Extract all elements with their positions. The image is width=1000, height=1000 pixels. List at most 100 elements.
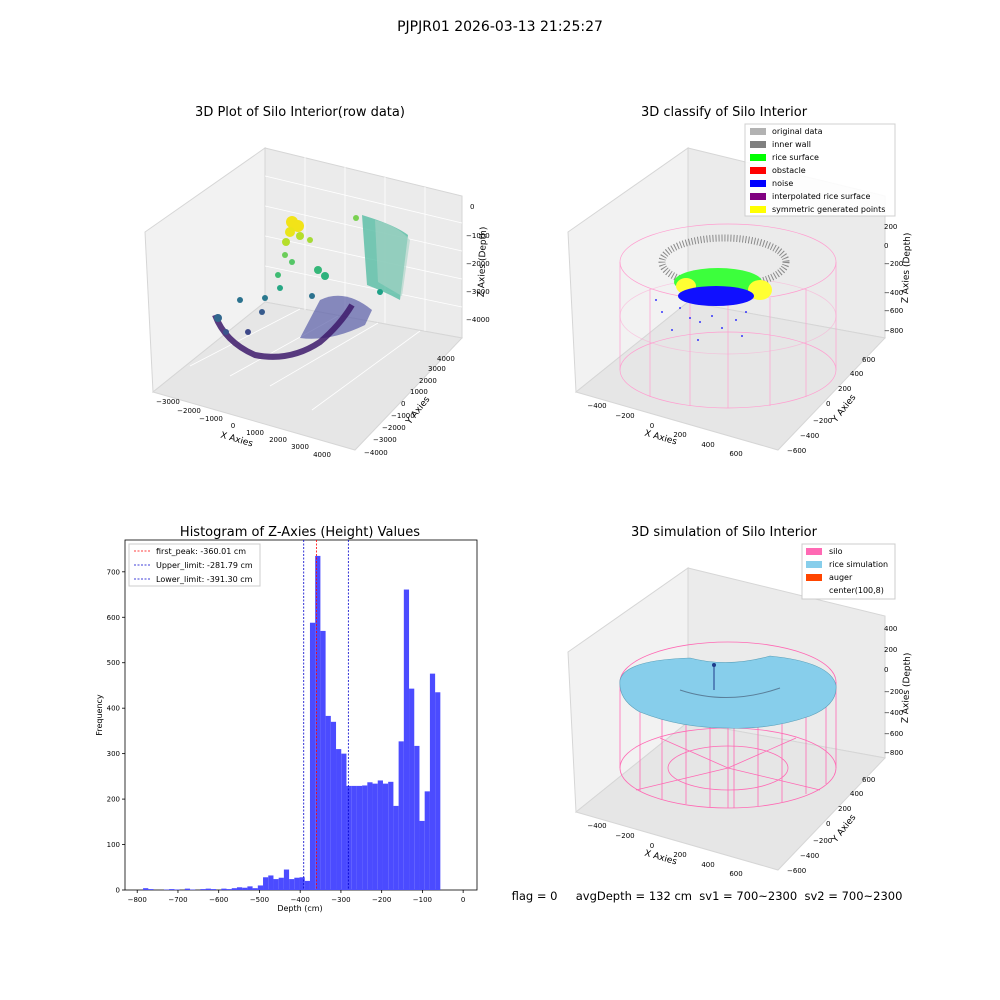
- legend-label-center: center(100,8): [829, 586, 884, 595]
- hist-bar: [278, 877, 284, 890]
- hist-x-tick-label: −100: [413, 896, 432, 904]
- hist-bar: [273, 879, 279, 890]
- hist-y-tick-label: 300: [107, 750, 120, 758]
- hist-vlines: [303, 540, 349, 890]
- hist-bar: [294, 877, 300, 890]
- classify-y-tick: −600: [787, 447, 806, 455]
- legend-label-obstacle: obstacle: [772, 166, 806, 175]
- sim-z-tick: 400: [884, 625, 897, 633]
- raw-z-tick: −3000: [466, 288, 490, 296]
- legend-swatch-inner-wall: [750, 141, 766, 148]
- sim-z-tick: −800: [884, 749, 903, 757]
- raw-z-ticks: 0 −1000 −2000 −3000 −4000: [466, 203, 490, 324]
- hist-bar: [304, 880, 310, 890]
- sim-y-tick: −600: [787, 867, 806, 875]
- raw-y-tick: −2000: [382, 424, 406, 432]
- hist-bar: [409, 688, 415, 890]
- panel-classify-3d: 3D classify of Silo Interior original: [567, 105, 913, 458]
- legend-swatch-obstacle: [750, 167, 766, 174]
- classify-y-tick: 600: [862, 356, 875, 364]
- sim-x-ticks: −400 −200 0 200 400 600: [587, 822, 742, 878]
- classify-x-tick: 200: [673, 431, 686, 439]
- legend-swatch-original: [750, 128, 766, 135]
- legend-swatch-auger: [806, 574, 822, 581]
- sim-y-tick: −400: [800, 852, 819, 860]
- legend-label-symmetric: symmetric generated points: [772, 205, 885, 214]
- classify-x-tick: −200: [615, 412, 634, 420]
- hist-bar: [372, 783, 378, 890]
- classify-y-tick: 0: [826, 400, 830, 408]
- raw-wall-band-right-2: [375, 220, 410, 296]
- classify-x-tick: 600: [729, 450, 742, 458]
- legend-label-auger: auger: [829, 573, 853, 582]
- raw-bowl-curve: [212, 303, 355, 360]
- raw-x-tick: 4000: [313, 451, 331, 459]
- hist-legend-peak: first_peak: -360.01 cm: [156, 547, 246, 556]
- hist-bars: [143, 555, 441, 890]
- hist-x-tick-label: −600: [209, 896, 228, 904]
- raw-x-tick: 0: [231, 422, 235, 430]
- sim-pane-floor: [574, 721, 887, 871]
- hist-title: Histogram of Z-Axies (Height) Values: [180, 525, 420, 540]
- sim-y-ticks: −600 −400 −200 0 200 400 600: [787, 776, 875, 875]
- classify-noise: [678, 286, 754, 306]
- classify-x-tick: −400: [587, 402, 606, 410]
- classify-y-ticks: −600 −400 −200 0 200 400 600: [787, 356, 875, 455]
- hist-y-tick-label: 600: [107, 614, 120, 622]
- classify-z-tick: 0: [884, 242, 888, 250]
- classify-symmetric: [748, 280, 772, 300]
- legend-swatch-interp: [750, 193, 766, 200]
- hist-bar: [268, 875, 274, 890]
- hist-bar: [289, 879, 295, 890]
- hist-bar: [356, 785, 363, 890]
- hist-x-tick-label: −500: [250, 896, 269, 904]
- raw-z-tick: −2000: [466, 260, 490, 268]
- legend-swatch-rice-sim: [806, 561, 822, 568]
- hist-bar: [205, 888, 211, 890]
- sim-z-tick: −400: [884, 709, 903, 717]
- raw-x-tick: −1000: [199, 415, 223, 423]
- hist-x-label: Depth (cm): [277, 904, 322, 913]
- sim-y-label: Y Axies: [830, 813, 859, 846]
- hist-bar: [143, 888, 149, 890]
- hist-bar: [315, 555, 321, 890]
- legend-label-rice-surface: rice surface: [772, 153, 819, 162]
- sim-rice-dip: [679, 687, 781, 699]
- hist-x-tick-label: −800: [128, 896, 147, 904]
- raw-y-tick: 2000: [419, 377, 437, 385]
- hist-y-tick-label: 400: [107, 705, 120, 713]
- hist-bar: [231, 888, 237, 890]
- classify-y-label: Y Axies: [830, 393, 859, 426]
- sim-title: 3D simulation of Silo Interior: [631, 525, 818, 540]
- raw-y-ticks: −4000 −3000 −2000 −1000 0 1000 2000 3000…: [364, 355, 455, 457]
- hist-bar: [226, 889, 232, 890]
- sim-y-tick: 200: [838, 805, 851, 813]
- hist-bar: [336, 749, 342, 890]
- hist-bar: [388, 781, 394, 890]
- hist-bar: [257, 885, 264, 890]
- sim-y-tick: 600: [862, 776, 875, 784]
- hist-x-tick-label: −700: [168, 896, 187, 904]
- hist-x-ticks: −800 −700 −600 −500 −400 −300 −200 −100 0: [128, 890, 465, 904]
- hist-bar: [414, 745, 420, 890]
- classify-z-ticks: 200 0 −200 −400 −600 −800: [884, 223, 903, 335]
- sim-z-tick: 200: [884, 646, 897, 654]
- hist-bar: [184, 888, 191, 890]
- hist-x-tick-label: −300: [331, 896, 350, 904]
- sim-x-tick: −400: [587, 822, 606, 830]
- classify-x-tick: 0: [650, 422, 654, 430]
- raw-y-tick: −4000: [364, 449, 388, 457]
- classify-z-tick: −600: [884, 307, 903, 315]
- hist-y-tick-label: 200: [107, 796, 120, 804]
- hist-bar: [341, 753, 347, 890]
- raw-z-tick: −1000: [466, 232, 490, 240]
- legend-label-interp: interpolated rice surface: [772, 192, 870, 201]
- sim-x-tick: 0: [650, 842, 654, 850]
- sim-z-tick: −200: [884, 688, 903, 696]
- hist-bar: [429, 673, 436, 890]
- raw-y-tick: 1000: [410, 388, 428, 396]
- classify-y-tick: −400: [800, 432, 819, 440]
- hist-bar: [309, 622, 316, 890]
- legend-swatch-rice-surface: [750, 154, 766, 161]
- raw-y-tick: −1000: [391, 412, 415, 420]
